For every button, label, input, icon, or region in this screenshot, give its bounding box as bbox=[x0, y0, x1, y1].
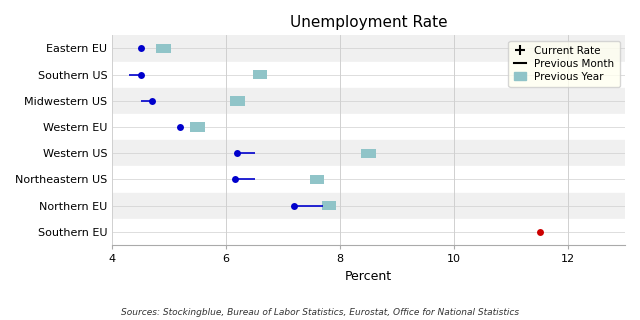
Bar bbox=[629, 227, 640, 236]
Bar bbox=[191, 122, 205, 132]
Bar bbox=[112, 193, 625, 219]
Text: Sources: Stockingblue, Bureau of Labor Statistics, Eurostat, Office for National: Sources: Stockingblue, Bureau of Labor S… bbox=[121, 308, 519, 317]
Bar bbox=[112, 219, 625, 245]
Bar bbox=[112, 35, 625, 61]
Bar bbox=[310, 175, 324, 184]
Bar bbox=[112, 140, 625, 166]
Bar bbox=[362, 148, 376, 158]
Bar bbox=[112, 114, 625, 140]
Bar bbox=[230, 96, 244, 106]
Bar bbox=[112, 166, 625, 193]
X-axis label: Percent: Percent bbox=[345, 269, 392, 283]
Bar bbox=[156, 44, 170, 53]
Legend: Current Rate, Previous Month, Previous Year: Current Rate, Previous Month, Previous Y… bbox=[508, 41, 620, 87]
Bar bbox=[112, 88, 625, 114]
Bar bbox=[321, 201, 336, 211]
Title: Unemployment Rate: Unemployment Rate bbox=[290, 15, 447, 30]
Bar bbox=[112, 61, 625, 88]
Bar bbox=[253, 70, 268, 79]
